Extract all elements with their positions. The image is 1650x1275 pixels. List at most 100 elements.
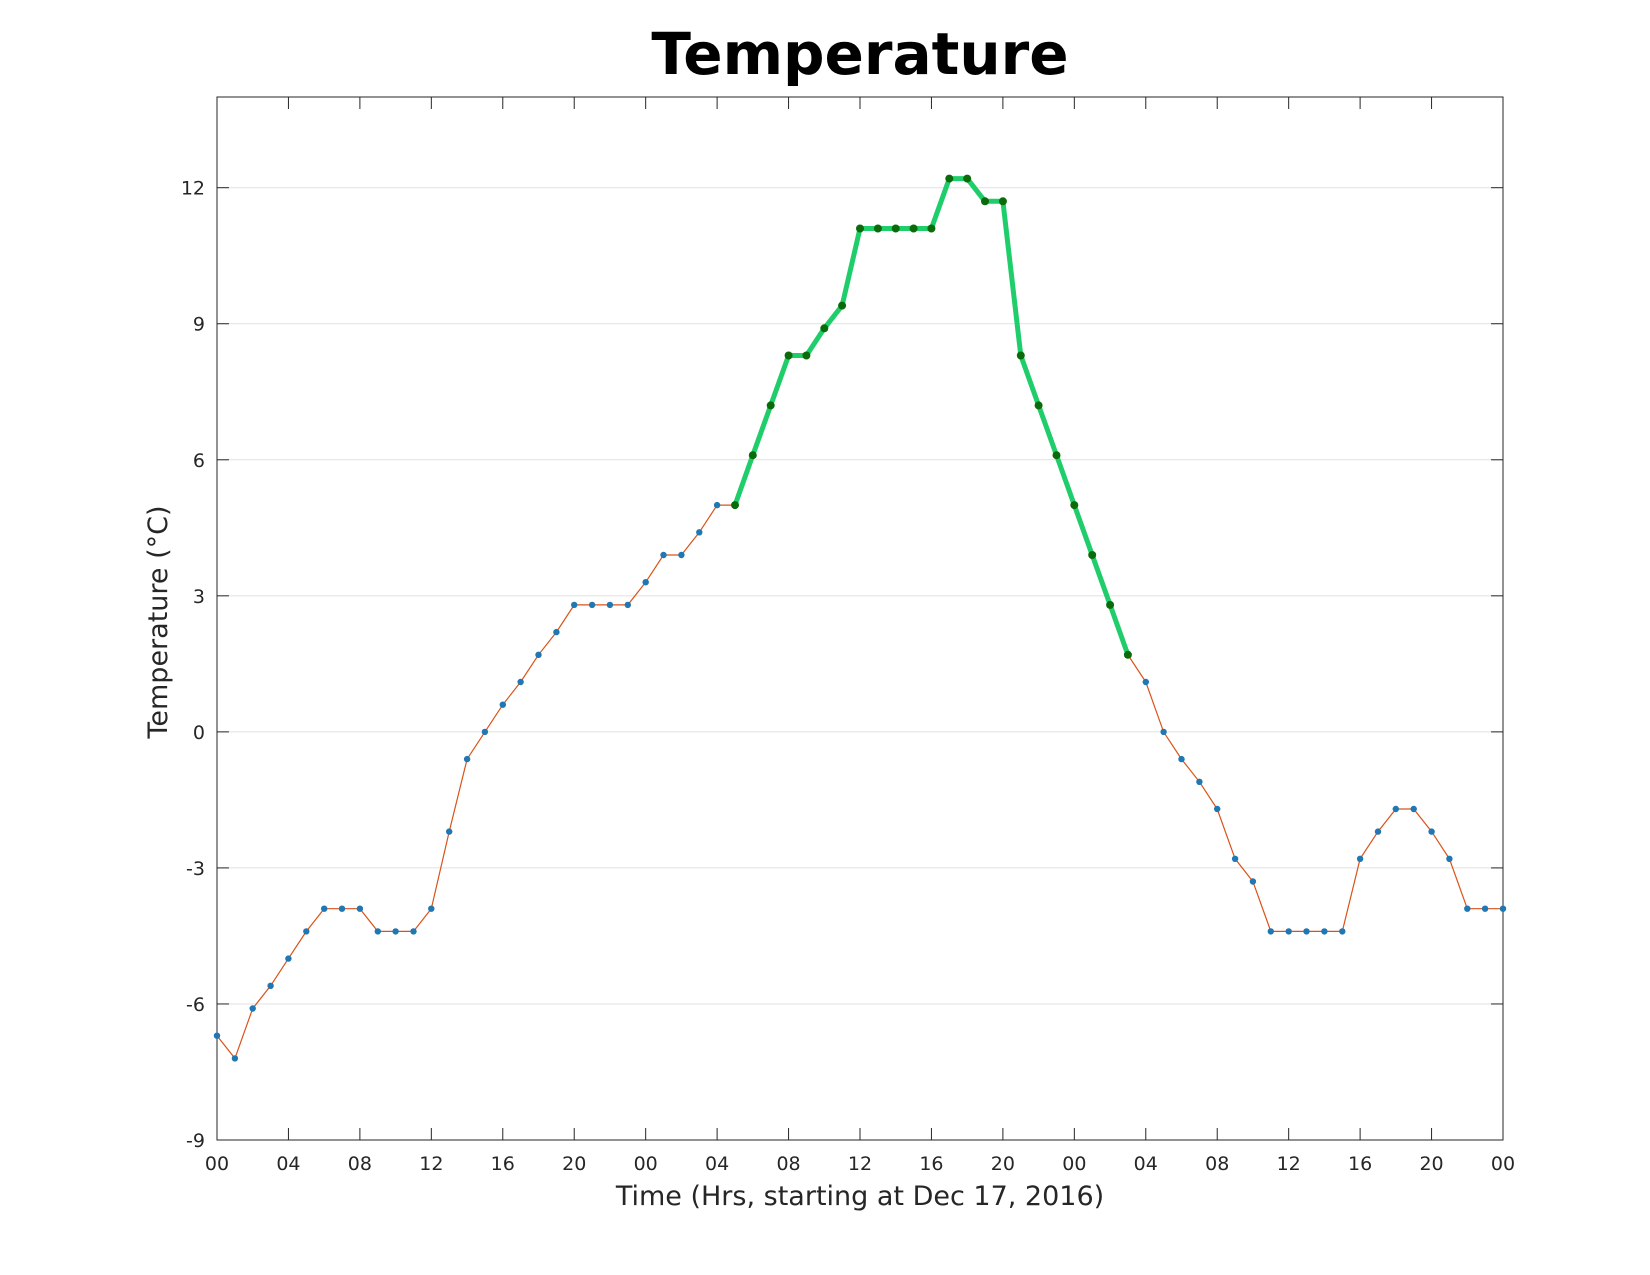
data-point: [535, 651, 542, 658]
highlight-data-point: [1016, 351, 1025, 360]
data-point: [606, 601, 614, 609]
highlight-data-point: [784, 351, 793, 360]
data-point: [1428, 828, 1435, 835]
data-point: [1464, 905, 1471, 912]
x-tick-label: 16: [919, 1153, 943, 1175]
highlight-data-point: [891, 224, 900, 233]
data-point: [267, 982, 274, 989]
data-point: [678, 551, 685, 559]
x-tick-label: 00: [634, 1153, 658, 1175]
data-point: [1339, 928, 1346, 935]
x-tick-label: 12: [419, 1153, 443, 1175]
highlight-data-point: [945, 174, 954, 183]
data-point: [1392, 805, 1400, 813]
x-tick-label: 20: [991, 1153, 1015, 1175]
data-point: [624, 601, 631, 609]
x-tick-label: 00: [205, 1153, 229, 1175]
data-point: [356, 905, 364, 912]
y-tick-label: -9: [186, 1130, 205, 1152]
data-point: [338, 905, 346, 912]
highlight-data-point: [802, 351, 811, 360]
chart-title: Temperature: [651, 20, 1068, 88]
data-point: [1410, 805, 1417, 813]
highlight-data-point: [963, 174, 972, 183]
y-tick-labels: -9 -6 -3 0 3 6 9 12: [181, 178, 205, 1152]
data-point: [1142, 678, 1150, 686]
data-point: [249, 1005, 256, 1012]
data-point: [660, 551, 667, 559]
y-tick-label: 12: [181, 178, 205, 200]
data-point: [642, 579, 649, 586]
data-point: [1356, 855, 1364, 862]
x-tick-label: 00: [1062, 1153, 1086, 1175]
data-point: [1446, 855, 1453, 862]
highlight-data-point: [1034, 401, 1043, 410]
data-point: [1196, 778, 1203, 785]
x-tick-label: 04: [1134, 1153, 1158, 1175]
y-tick-label: -6: [186, 994, 205, 1016]
highlight-data-point: [820, 324, 829, 333]
x-axis-label: Time (Hrs, starting at Dec 17, 2016): [615, 1181, 1104, 1212]
data-point: [1249, 878, 1257, 885]
highlight-data-point: [873, 224, 882, 233]
data-point: [588, 601, 596, 609]
data-point: [481, 728, 489, 736]
tick-marks: [216, 97, 1504, 1141]
data-point: [428, 905, 435, 912]
highlight-data-point: [1123, 650, 1132, 659]
data-point: [321, 905, 328, 912]
x-tick-label: 04: [276, 1153, 300, 1175]
grid-lines: [217, 187, 1503, 1141]
highlight-data-point: [981, 197, 989, 206]
highlight-data-point: [909, 224, 918, 233]
data-point: [1374, 828, 1382, 835]
x-tick-label: 12: [1277, 1153, 1301, 1175]
data-point: [499, 701, 506, 708]
x-tick-label: 20: [1419, 1153, 1443, 1175]
data-point: [1285, 928, 1292, 935]
y-tick-label: 0: [193, 722, 205, 744]
data-point: [1160, 728, 1167, 736]
data-point: [231, 1055, 239, 1062]
highlight-data-point: [1088, 551, 1097, 559]
data-point: [517, 678, 524, 686]
highlight-data-point: [766, 401, 775, 410]
marker-layer: [213, 174, 1507, 1062]
data-point: [1499, 905, 1507, 912]
y-tick-label: 3: [193, 586, 205, 608]
data-point: [1303, 928, 1310, 935]
data-point: [213, 1032, 221, 1039]
highlight-data-point: [856, 224, 864, 233]
x-tick-label: 00: [1491, 1153, 1515, 1175]
data-point: [303, 928, 310, 935]
data-point: [571, 601, 578, 609]
x-tick-label: 08: [348, 1153, 372, 1175]
data-point: [374, 928, 381, 935]
data-point: [696, 529, 703, 536]
y-tick-label: 9: [193, 314, 205, 336]
data-point: [1321, 928, 1328, 935]
highlight-data-point: [731, 501, 739, 510]
x-tick-label: 08: [1205, 1153, 1229, 1175]
highlight-data-point: [927, 224, 936, 233]
data-point: [285, 955, 292, 962]
data-point: [553, 628, 560, 636]
highlight-data-point: [998, 197, 1007, 206]
data-point: [1178, 755, 1185, 763]
data-point: [1481, 905, 1489, 912]
data-point: [1267, 928, 1275, 935]
data-point: [713, 501, 721, 509]
data-point: [463, 755, 471, 763]
data-point: [392, 928, 399, 935]
x-tick-label: 12: [848, 1153, 872, 1175]
data-point: [1231, 855, 1239, 862]
data-point: [1214, 805, 1221, 813]
x-tick-label: 16: [1348, 1153, 1372, 1175]
y-tick-label: -3: [186, 858, 205, 880]
x-tick-label: 16: [491, 1153, 515, 1175]
data-point: [410, 928, 417, 935]
x-tick-label: 08: [776, 1153, 800, 1175]
highlight-data-point: [1052, 451, 1061, 460]
